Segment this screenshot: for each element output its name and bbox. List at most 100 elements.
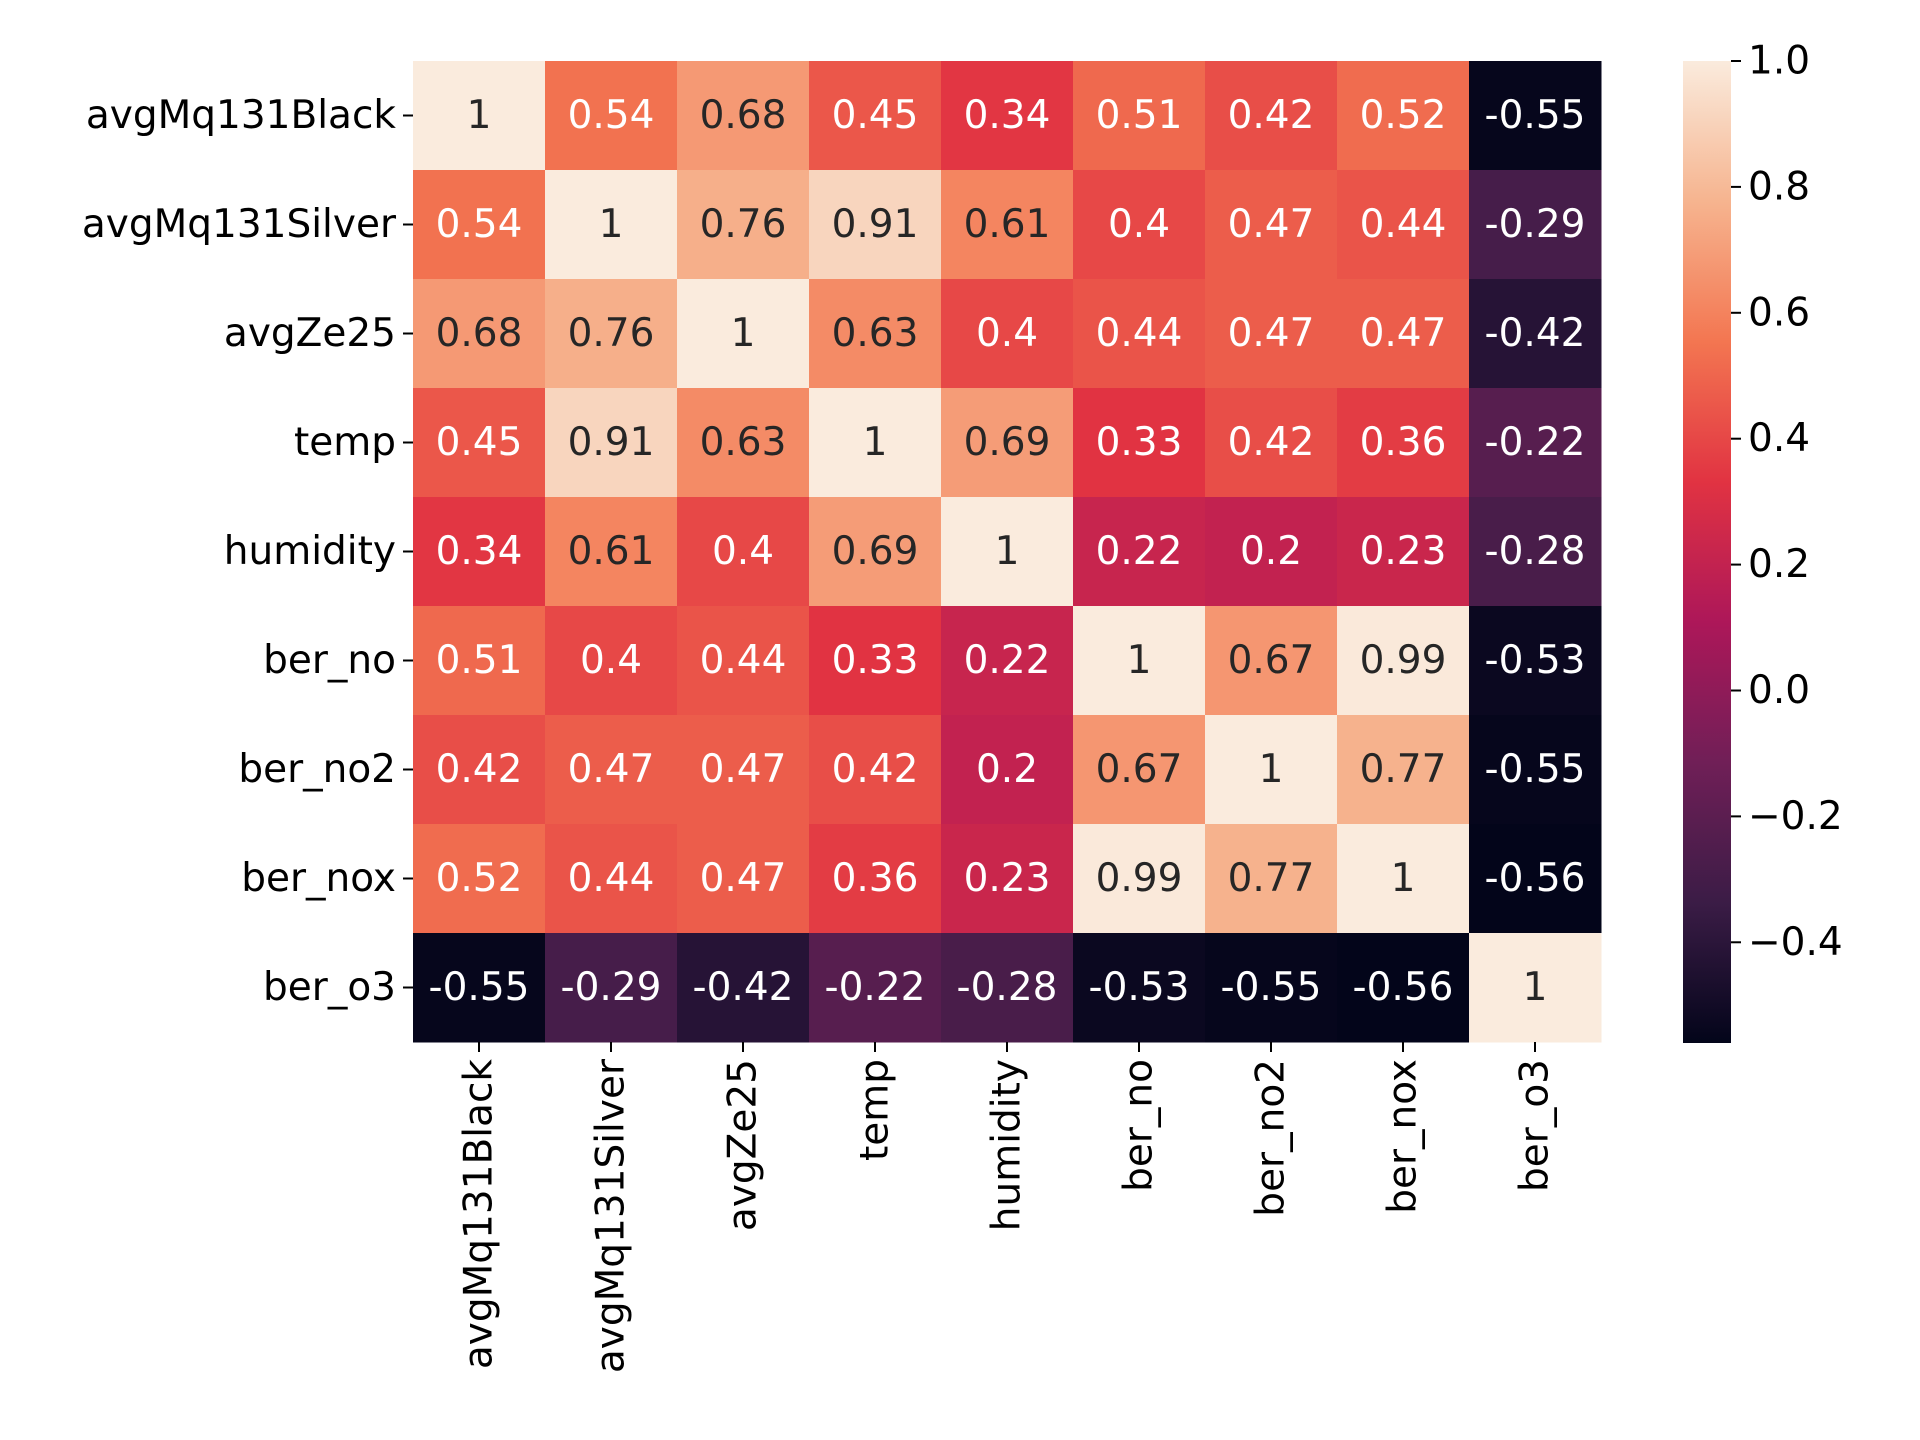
heatmap-cell-value: 1 bbox=[467, 93, 492, 138]
colorbar: 1.0 0.8 0.6 0.4 0.2 0.0 −0.2 −0.4 bbox=[1683, 39, 1843, 1043]
heatmap-cell-value: -0.29 bbox=[561, 965, 662, 1010]
heatmap-cell bbox=[1205, 170, 1338, 280]
heatmap-cell-value: 1 bbox=[1259, 747, 1284, 792]
colorbar-tick-label: −0.4 bbox=[1748, 920, 1843, 965]
heatmap-cell-value: 0.69 bbox=[832, 529, 919, 574]
heatmap-cell bbox=[413, 606, 546, 716]
heatmap-cell bbox=[1205, 824, 1338, 934]
heatmap-cell-value: -0.29 bbox=[1485, 202, 1586, 247]
heatmap-cell-value: 0.77 bbox=[1360, 747, 1447, 792]
heatmap-cell bbox=[1337, 933, 1470, 1043]
y-tick-label: avgMq131Silver bbox=[82, 202, 397, 247]
heatmap-cell bbox=[545, 61, 678, 171]
heatmap-cell-value: 1 bbox=[995, 529, 1020, 574]
heatmap-cell-value: 0.23 bbox=[1360, 529, 1447, 574]
heatmap-cell bbox=[1073, 606, 1206, 716]
heatmap-cell bbox=[677, 388, 810, 498]
heatmap-cell-value: 0.76 bbox=[700, 202, 787, 247]
heatmap-cells bbox=[413, 61, 1602, 1043]
heatmap-cell-value: 0.44 bbox=[568, 856, 655, 901]
heatmap-cell-value: 0.54 bbox=[568, 93, 655, 138]
heatmap-cell-value: 0.47 bbox=[1360, 311, 1447, 356]
heatmap-cell-value: -0.56 bbox=[1485, 856, 1586, 901]
heatmap-cell bbox=[941, 61, 1074, 171]
y-tick-label: avgZe25 bbox=[224, 311, 396, 356]
heatmap-cell-value: 1 bbox=[863, 420, 888, 465]
heatmap-cell-value: 0.4 bbox=[580, 638, 642, 683]
heatmap-cell bbox=[1073, 388, 1206, 498]
colorbar-tick-label: 0.2 bbox=[1748, 542, 1810, 587]
heatmap-cell-value: -0.53 bbox=[1089, 965, 1190, 1010]
heatmap-cell-value: 0.63 bbox=[832, 311, 919, 356]
heatmap-cell bbox=[677, 497, 810, 607]
heatmap-cell bbox=[1337, 279, 1470, 389]
heatmap-cell bbox=[1205, 933, 1338, 1043]
heatmap-cell-value: 0.42 bbox=[832, 747, 919, 792]
heatmap-cell-value: 0.34 bbox=[436, 529, 523, 574]
colorbar-tick-label: 0.4 bbox=[1748, 416, 1810, 461]
heatmap-cell bbox=[677, 170, 810, 280]
heatmap-cell bbox=[413, 170, 546, 280]
x-tick-label: ber_no2 bbox=[1249, 1059, 1294, 1217]
heatmap-cell-value: 0.44 bbox=[1096, 311, 1183, 356]
heatmap-cell-value: 0.63 bbox=[700, 420, 787, 465]
y-tick-label: temp bbox=[294, 420, 396, 465]
heatmap-cell-value: 0.47 bbox=[700, 856, 787, 901]
heatmap-cell bbox=[545, 497, 678, 607]
heatmap-cell-value: -0.55 bbox=[1221, 965, 1322, 1010]
heatmap-cell bbox=[1469, 715, 1602, 825]
heatmap-cell bbox=[1073, 824, 1206, 934]
heatmap-cell bbox=[1205, 61, 1338, 171]
heatmap-cell bbox=[941, 170, 1074, 280]
y-tick-label: ber_nox bbox=[241, 856, 396, 901]
heatmap-cell bbox=[545, 824, 678, 934]
heatmap-cell bbox=[1469, 388, 1602, 498]
heatmap-cell bbox=[941, 715, 1074, 825]
heatmap-cell bbox=[413, 824, 546, 934]
heatmap-cell-value: 0.47 bbox=[1228, 311, 1315, 356]
heatmap-cell bbox=[545, 606, 678, 716]
heatmap-cell-value: 0.54 bbox=[436, 202, 523, 247]
heatmap-cell bbox=[677, 606, 810, 716]
heatmap-cell-value: 0.47 bbox=[700, 747, 787, 792]
heatmap-cell bbox=[413, 388, 546, 498]
heatmap-cell bbox=[545, 933, 678, 1043]
heatmap-cell-value: 0.69 bbox=[964, 420, 1051, 465]
heatmap-cell bbox=[677, 61, 810, 171]
heatmap-cell bbox=[1469, 279, 1602, 389]
heatmap-cell bbox=[1073, 61, 1206, 171]
colorbar-tick-label: −0.2 bbox=[1748, 794, 1843, 839]
heatmap-cell bbox=[545, 715, 678, 825]
heatmap-cell bbox=[1337, 170, 1470, 280]
heatmap-cell-value: 0.33 bbox=[1096, 420, 1183, 465]
heatmap-cell bbox=[1337, 606, 1470, 716]
heatmap-cell bbox=[941, 497, 1074, 607]
heatmap-cell bbox=[677, 824, 810, 934]
heatmap-cell bbox=[1205, 715, 1338, 825]
heatmap-cell bbox=[545, 388, 678, 498]
heatmap-cell-value: 0.51 bbox=[436, 638, 523, 683]
heatmap-cell-value: 0.36 bbox=[1360, 420, 1447, 465]
heatmap-cell-value: 0.51 bbox=[1096, 93, 1183, 138]
colorbar-tick-label: 0.8 bbox=[1748, 164, 1810, 209]
heatmap-cell-value: -0.55 bbox=[429, 965, 530, 1010]
y-tick-label: ber_o3 bbox=[263, 965, 396, 1010]
heatmap-cell bbox=[941, 388, 1074, 498]
heatmap-cell-value: 0.33 bbox=[832, 638, 919, 683]
x-tick-label: humidity bbox=[985, 1059, 1030, 1231]
heatmap-cell-value: 0.91 bbox=[832, 202, 919, 247]
heatmap-cell-value: 0.47 bbox=[1228, 202, 1315, 247]
heatmap-cell-value: -0.53 bbox=[1485, 638, 1586, 683]
heatmap-cell bbox=[809, 606, 942, 716]
heatmap-cell bbox=[413, 279, 546, 389]
heatmap-cell-value: 0.34 bbox=[964, 93, 1051, 138]
heatmap-cell-value: 0.67 bbox=[1096, 747, 1183, 792]
x-tick-label: ber_o3 bbox=[1513, 1059, 1558, 1192]
heatmap-cell-value: 1 bbox=[1523, 965, 1548, 1010]
heatmap-cell bbox=[545, 170, 678, 280]
colorbar-tick-label: 0.0 bbox=[1748, 668, 1810, 713]
heatmap-cell-value: 0.52 bbox=[1360, 93, 1447, 138]
heatmap-cell bbox=[809, 497, 942, 607]
y-tick-label: ber_no bbox=[263, 638, 396, 683]
